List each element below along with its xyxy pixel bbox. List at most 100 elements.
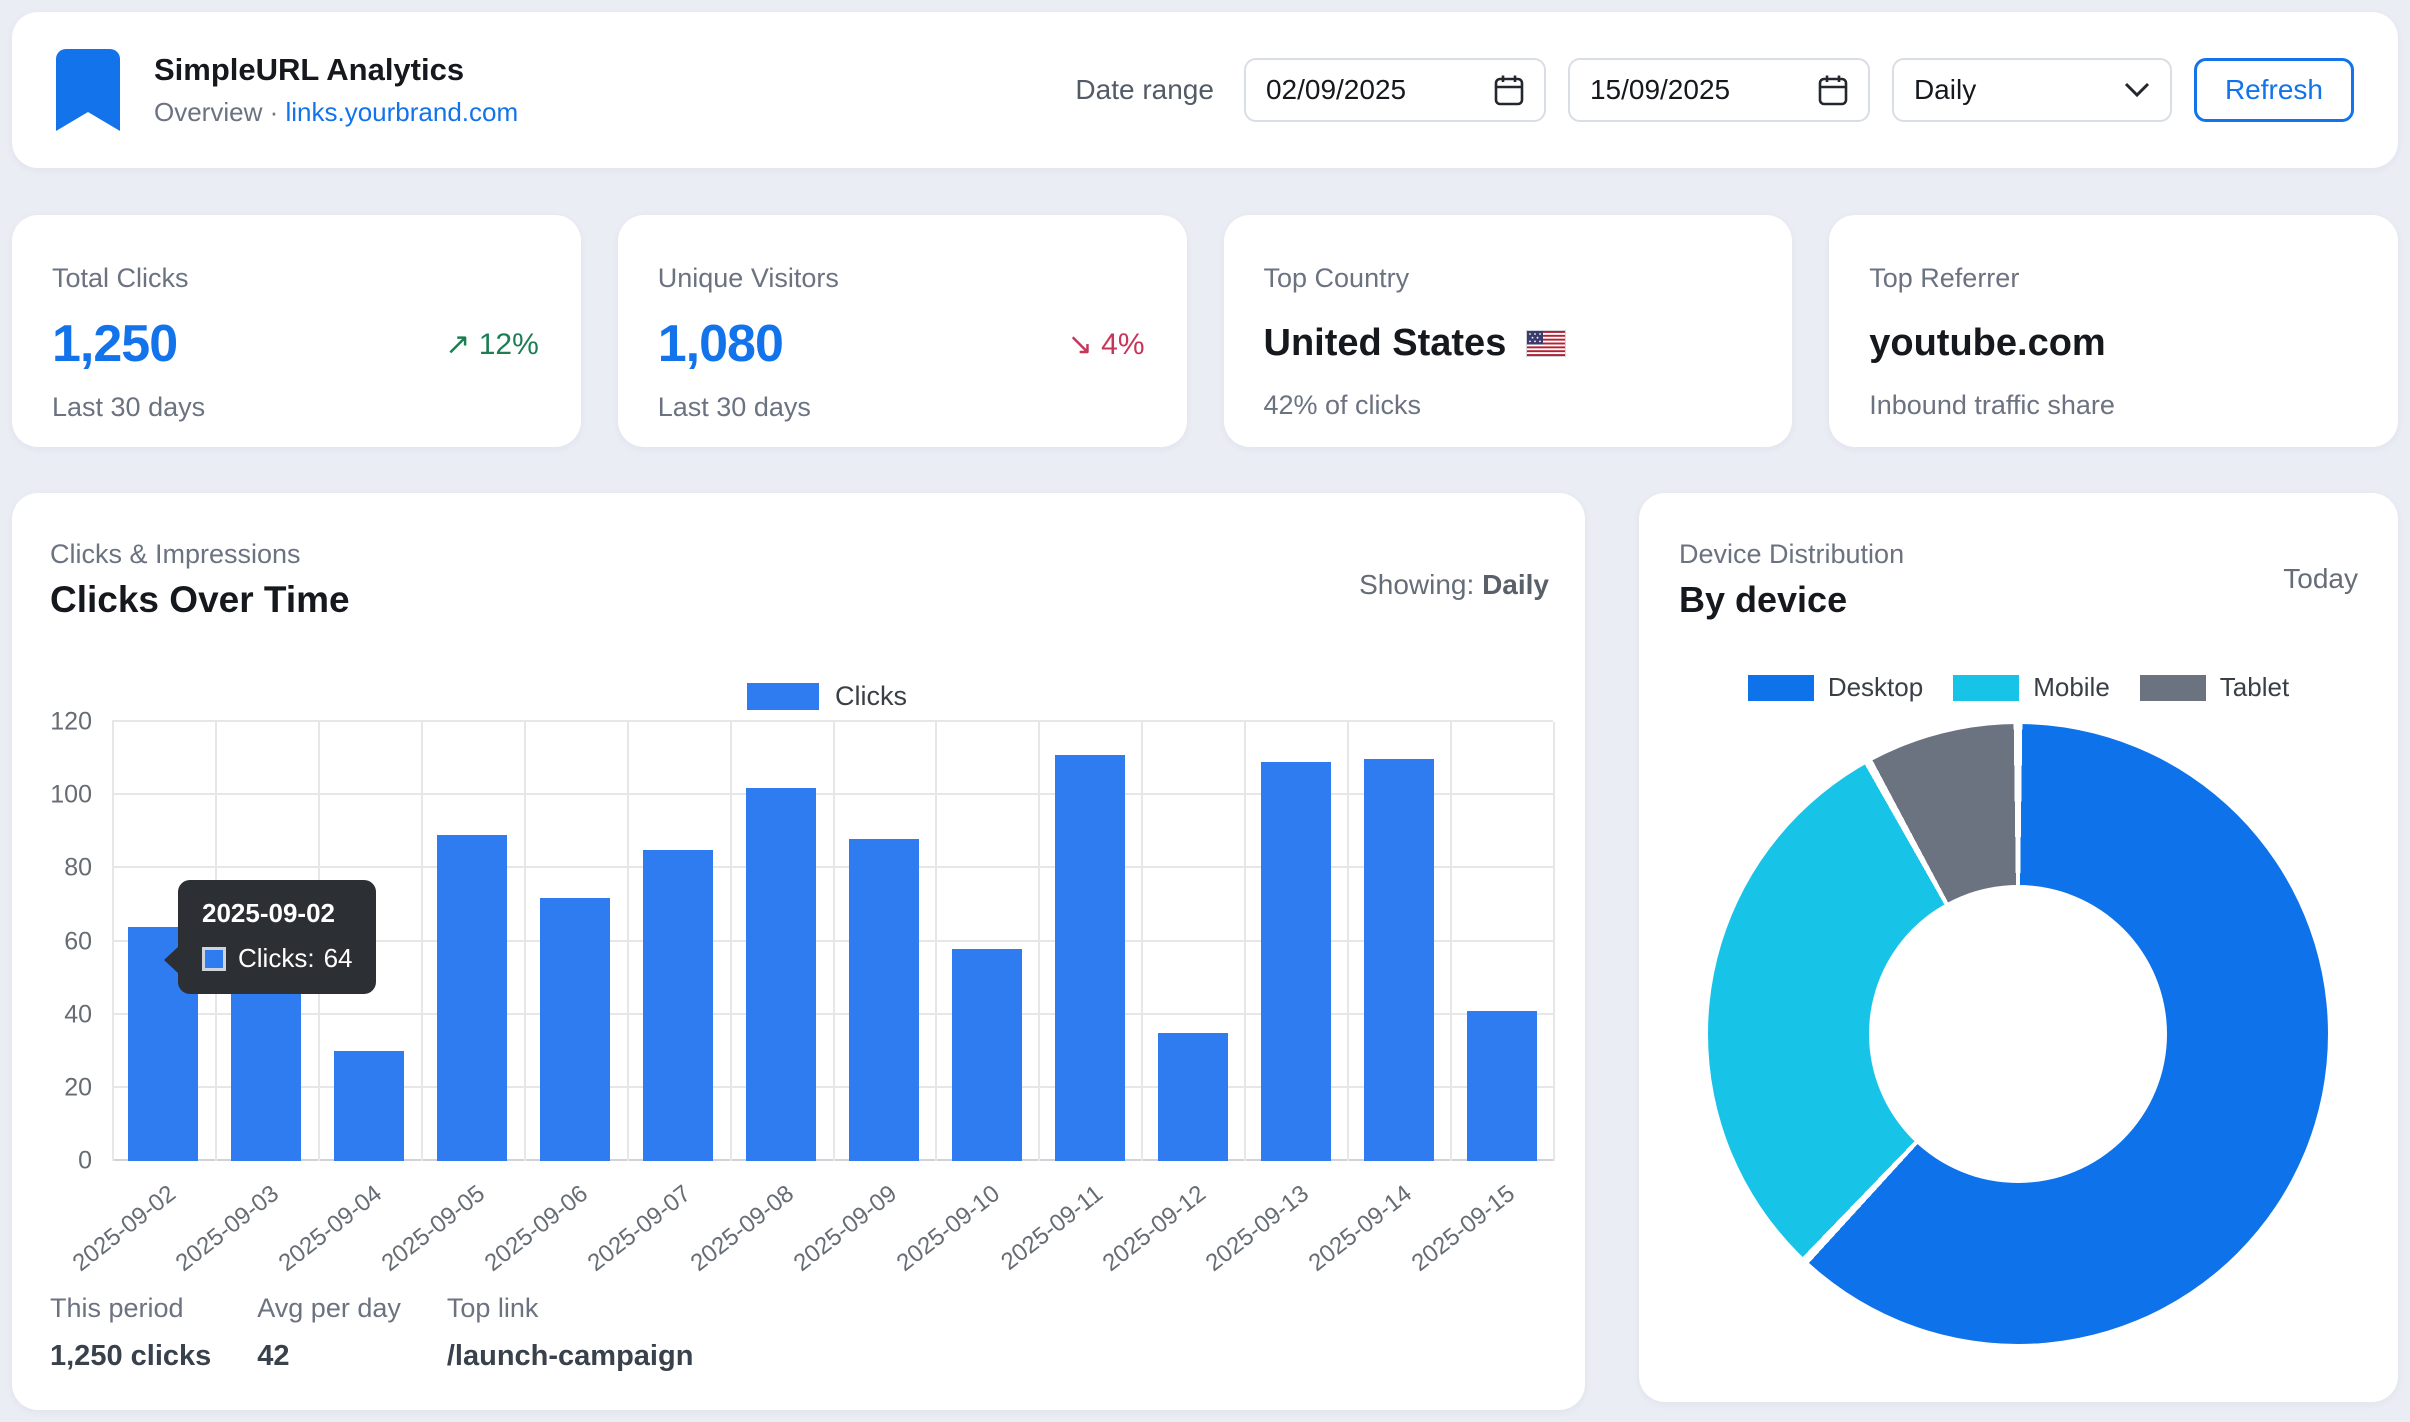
- trend-value: 4%: [1101, 327, 1145, 361]
- calendar-icon[interactable]: [1818, 74, 1848, 106]
- trend-down-arrow-icon: ↘: [1067, 327, 1093, 361]
- clicks-legend-label: Clicks: [835, 681, 907, 711]
- mobile-legend-label: Mobile: [2033, 672, 2110, 702]
- x-axis-tick-2025-09-05: 2025-09-05: [376, 1179, 491, 1277]
- bar-2025-09-06[interactable]: [540, 897, 611, 1161]
- footer-stat-value: /launch-campaign: [446, 1340, 694, 1372]
- refresh-button[interactable]: Refresh: [2193, 58, 2354, 122]
- x-axis-tick-2025-09-11: 2025-09-11: [995, 1179, 1108, 1276]
- tablet-legend-label: Tablet: [2219, 672, 2290, 702]
- footer-stat-avg-per-day: Avg per day 42: [257, 1293, 401, 1373]
- date-to-input[interactable]: 15/09/2025: [1567, 58, 1870, 122]
- chart-title: Clicks Over Time: [50, 579, 350, 620]
- stat-label: Unique Visitors: [657, 263, 839, 293]
- stat-label: Top Referrer: [1869, 263, 2020, 293]
- bar-2025-09-07[interactable]: [643, 850, 714, 1161]
- gridline-x: [420, 722, 423, 1161]
- bar-2025-09-10[interactable]: [951, 948, 1022, 1161]
- footer-stat-value: 42: [257, 1340, 290, 1372]
- granularity-value: Daily: [1913, 74, 1977, 105]
- gridline-x: [112, 722, 114, 1161]
- stat-value: United States: [1263, 321, 1507, 364]
- stat-label: Total Clicks: [52, 263, 189, 293]
- tooltip-caret: [164, 946, 179, 975]
- stat-value: 1,250: [52, 315, 178, 373]
- stat-label: Top Country: [1263, 263, 1410, 293]
- bar-2025-09-09[interactable]: [848, 839, 919, 1161]
- bar-2025-09-11[interactable]: [1054, 754, 1125, 1161]
- tooltip-title: 2025-09-02: [202, 898, 335, 928]
- gridline-y-120: [112, 720, 1553, 722]
- stat-value: youtube.com: [1869, 321, 2106, 364]
- gridline-x: [1038, 722, 1041, 1161]
- gridline-x: [626, 722, 629, 1161]
- gridline-x: [1553, 722, 1555, 1161]
- device-period: Today: [2283, 563, 2358, 594]
- x-axis-tick-2025-09-02: 2025-09-02: [68, 1179, 182, 1277]
- header-bar: SimpleURL Analytics Overview · links.you…: [12, 12, 2398, 168]
- bar-2025-09-05[interactable]: [437, 835, 508, 1161]
- stat-subtext: Last 30 days: [52, 392, 206, 422]
- tooltip-series-value: 64: [323, 943, 353, 973]
- bar-2025-09-04[interactable]: [334, 1051, 405, 1161]
- stat-value: 1,080: [657, 315, 784, 373]
- gridline-x: [935, 722, 938, 1161]
- clicks-legend-item[interactable]: Clicks: [747, 681, 907, 712]
- device-legend: Desktop Mobile Tablet: [1639, 672, 2398, 703]
- clicks-over-time-card: Clicks & Impressions Clicks Over Time Sh…: [12, 493, 1585, 1410]
- x-axis-tick-2025-09-12: 2025-09-12: [1097, 1179, 1211, 1277]
- y-axis-tick-100: 100: [50, 780, 92, 809]
- desktop-legend-swatch: [1747, 674, 1814, 701]
- footer-stat-label: This period: [50, 1293, 184, 1323]
- device-legend-item-tablet[interactable]: Tablet: [2139, 672, 2290, 703]
- device-legend-item-mobile[interactable]: Mobile: [1953, 672, 2110, 703]
- device-title: By device: [1679, 579, 1848, 620]
- stat-subtext: Inbound traffic share: [1869, 390, 2115, 420]
- granularity-select[interactable]: Daily: [1891, 58, 2172, 122]
- x-axis-tick-2025-09-03: 2025-09-03: [171, 1179, 285, 1277]
- stat-subtext: 42% of clicks: [1263, 390, 1422, 420]
- bar-2025-09-14[interactable]: [1363, 758, 1434, 1161]
- app-logo-bookmark-icon: [56, 49, 120, 131]
- showing-indicator: Showing: Daily: [1359, 569, 1549, 601]
- x-axis-tick-2025-09-13: 2025-09-13: [1200, 1179, 1314, 1277]
- bar-2025-09-12[interactable]: [1157, 1032, 1228, 1161]
- bar-2025-09-15[interactable]: [1466, 1011, 1537, 1161]
- y-axis-tick-0: 0: [78, 1146, 92, 1175]
- gridline-x: [1244, 722, 1247, 1161]
- y-axis-tick-20: 20: [64, 1073, 92, 1102]
- trend-down-badge: ↘ 4%: [1068, 327, 1145, 362]
- gridline-x: [523, 722, 526, 1161]
- gridline-x: [832, 722, 835, 1161]
- bar-2025-09-13[interactable]: [1260, 762, 1331, 1161]
- showing-value: Daily: [1482, 569, 1549, 600]
- clicks-legend-swatch: [747, 683, 819, 710]
- gridline-x: [1347, 722, 1350, 1161]
- tooltip-series-swatch: [202, 946, 226, 971]
- chart-footer-stats: This period 1,250 clicks Avg per day 42 …: [50, 1293, 693, 1373]
- footer-stat-label: Avg per day: [257, 1293, 401, 1323]
- date-range-label: Date range: [1075, 74, 1214, 105]
- gridline-x: [729, 722, 732, 1161]
- breadcrumb-overview: Overview ·: [154, 97, 279, 127]
- chart-tooltip: 2025-09-02 Clicks: 64: [164, 880, 377, 994]
- clicks-plot: 0 20 40 60 80 100 120 2025-09-02 2025-09-03 2025-…: [50, 708, 1555, 1277]
- date-from-input[interactable]: 02/09/2025: [1243, 58, 1546, 122]
- device-donut-chart[interactable]: [1708, 724, 2328, 1344]
- brand-domain-link[interactable]: links.yourbrand.com: [285, 97, 519, 127]
- y-axis-tick-120: 120: [50, 707, 92, 736]
- x-axis-tick-2025-09-07: 2025-09-07: [582, 1179, 697, 1277]
- stat-card-top-country: Top Country United States: [1223, 215, 1793, 447]
- x-axis-tick-2025-09-04: 2025-09-04: [273, 1179, 388, 1277]
- date-from-value: 02/09/2025: [1265, 74, 1407, 105]
- calendar-icon[interactable]: [1494, 74, 1524, 106]
- bar-2025-09-03[interactable]: [231, 985, 302, 1161]
- stat-card-unique-visitors: Unique Visitors 1,080 ↘ 4% Last 30 days: [617, 215, 1187, 447]
- trend-up-badge: ↗ 12%: [445, 327, 539, 362]
- device-legend-item-desktop[interactable]: Desktop: [1747, 672, 1923, 703]
- bar-2025-09-08[interactable]: [746, 787, 817, 1161]
- page-title: SimpleURL Analytics: [154, 52, 465, 87]
- footer-stat-top-link: Top link /launch-campaign: [447, 1293, 694, 1373]
- mobile-legend-swatch: [1953, 674, 2020, 701]
- x-axis-tick-2025-09-06: 2025-09-06: [479, 1179, 594, 1277]
